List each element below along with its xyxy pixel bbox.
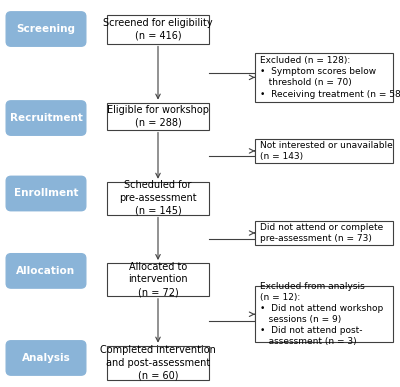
FancyBboxPatch shape xyxy=(107,182,209,214)
FancyBboxPatch shape xyxy=(6,341,86,375)
FancyBboxPatch shape xyxy=(255,139,393,163)
Text: Recruitment: Recruitment xyxy=(10,113,82,123)
Text: Excluded (n = 128):
•  Symptom scores below
   threshold (n = 70)
•  Receiving t: Excluded (n = 128): • Symptom scores bel… xyxy=(260,56,400,99)
Text: Eligible for workshop
(n = 288): Eligible for workshop (n = 288) xyxy=(107,105,209,127)
FancyBboxPatch shape xyxy=(255,286,393,342)
Text: Excluded from analysis
(n = 12):
•  Did not attend workshop
   sessions (n = 9)
: Excluded from analysis (n = 12): • Did n… xyxy=(260,282,383,346)
Text: Screened for eligibility
(n = 416): Screened for eligibility (n = 416) xyxy=(103,18,213,40)
FancyBboxPatch shape xyxy=(6,176,86,211)
Text: Allocated to
intervention
(n = 72): Allocated to intervention (n = 72) xyxy=(128,262,188,297)
Text: Not interested or unavailable
(n = 143): Not interested or unavailable (n = 143) xyxy=(260,141,392,161)
Text: Screening: Screening xyxy=(16,24,76,34)
FancyBboxPatch shape xyxy=(107,14,209,43)
Text: Enrollment: Enrollment xyxy=(14,188,78,199)
FancyBboxPatch shape xyxy=(255,221,393,245)
FancyBboxPatch shape xyxy=(107,263,209,296)
FancyBboxPatch shape xyxy=(107,346,209,380)
FancyBboxPatch shape xyxy=(107,103,209,130)
FancyBboxPatch shape xyxy=(6,12,86,46)
FancyBboxPatch shape xyxy=(6,254,86,288)
Text: Allocation: Allocation xyxy=(16,266,76,276)
Text: Scheduled for
pre-assessment
(n = 145): Scheduled for pre-assessment (n = 145) xyxy=(119,180,197,216)
Text: Did not attend or complete
pre-assessment (n = 73): Did not attend or complete pre-assessmen… xyxy=(260,223,383,243)
FancyBboxPatch shape xyxy=(255,53,393,101)
Text: Completed intervention
and post-assessment
(n = 60): Completed intervention and post-assessme… xyxy=(100,345,216,381)
Text: Analysis: Analysis xyxy=(22,353,70,363)
FancyBboxPatch shape xyxy=(6,101,86,135)
